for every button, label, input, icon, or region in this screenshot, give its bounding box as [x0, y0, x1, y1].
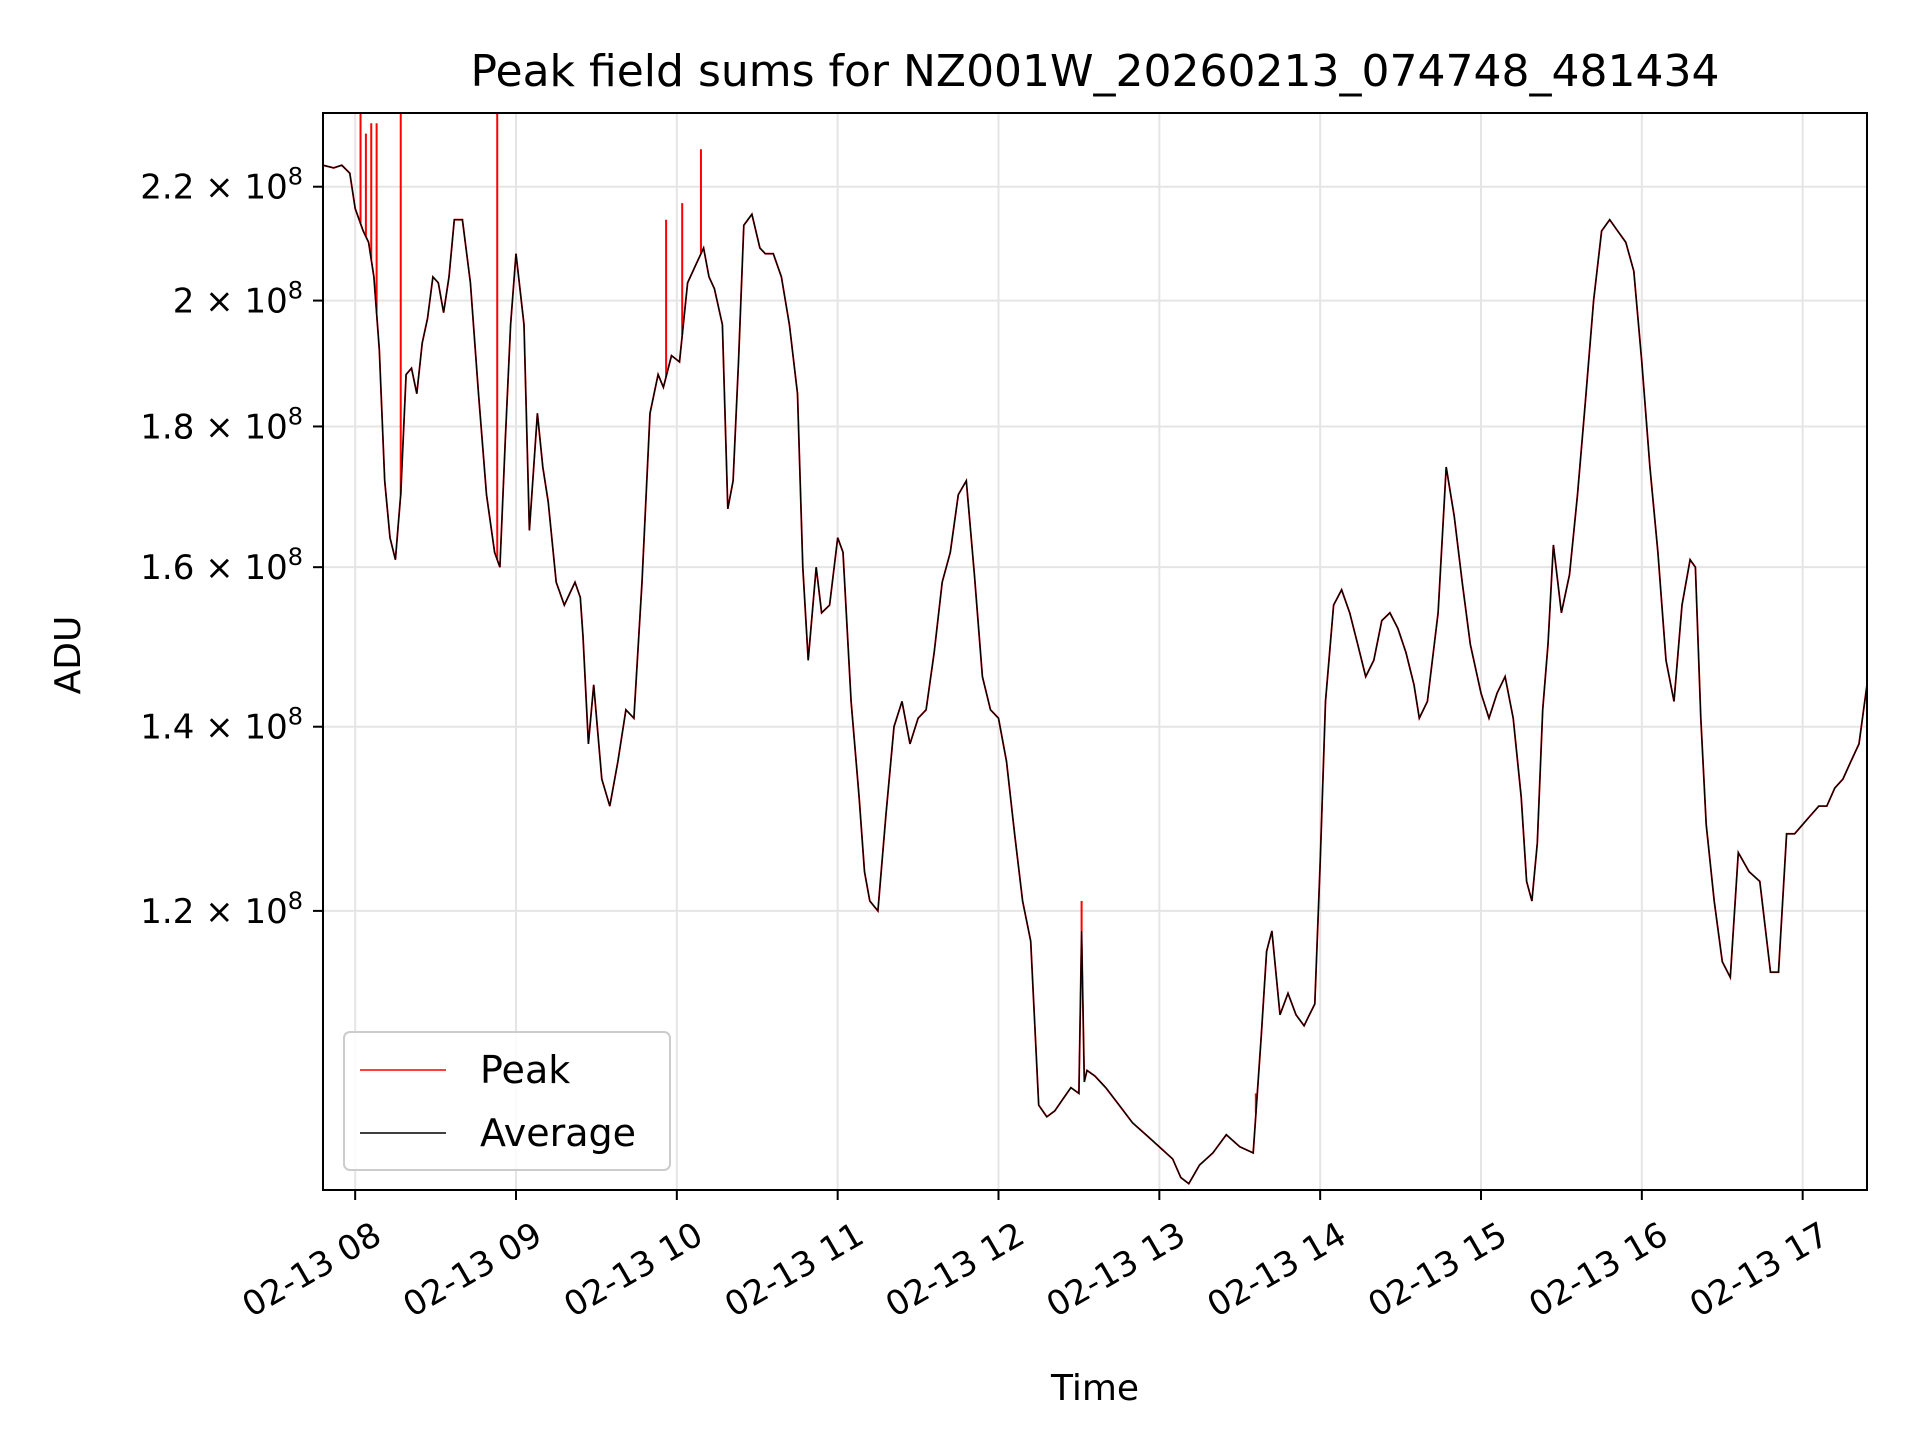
grid-lines: [323, 113, 1867, 1190]
series-line-average: [322, 164, 1868, 1185]
x-axis-label: Time: [1050, 1368, 1139, 1409]
y-tick-label: 1.4 × 108: [140, 703, 303, 748]
plot-frame: [322, 112, 1868, 1191]
y-tick-label: 1.6 × 108: [140, 543, 303, 588]
series-lines: [322, 113, 1868, 1186]
y-tick-label: 1.8 × 108: [140, 402, 303, 447]
legend-label-peak: Peak: [480, 1048, 570, 1092]
legend: Peak Average: [343, 1031, 671, 1171]
y-tick-label: 2.2 × 108: [140, 163, 303, 208]
y-tick-label: 1.2 × 108: [140, 887, 303, 932]
y-tick-label: 2 × 108: [173, 277, 303, 322]
y-axis-label: ADU: [48, 616, 89, 695]
legend-label-average: Average: [480, 1111, 636, 1155]
legend-box: [343, 1031, 671, 1171]
chart-title: Peak field sums for NZ001W_20260213_0747…: [471, 46, 1720, 97]
